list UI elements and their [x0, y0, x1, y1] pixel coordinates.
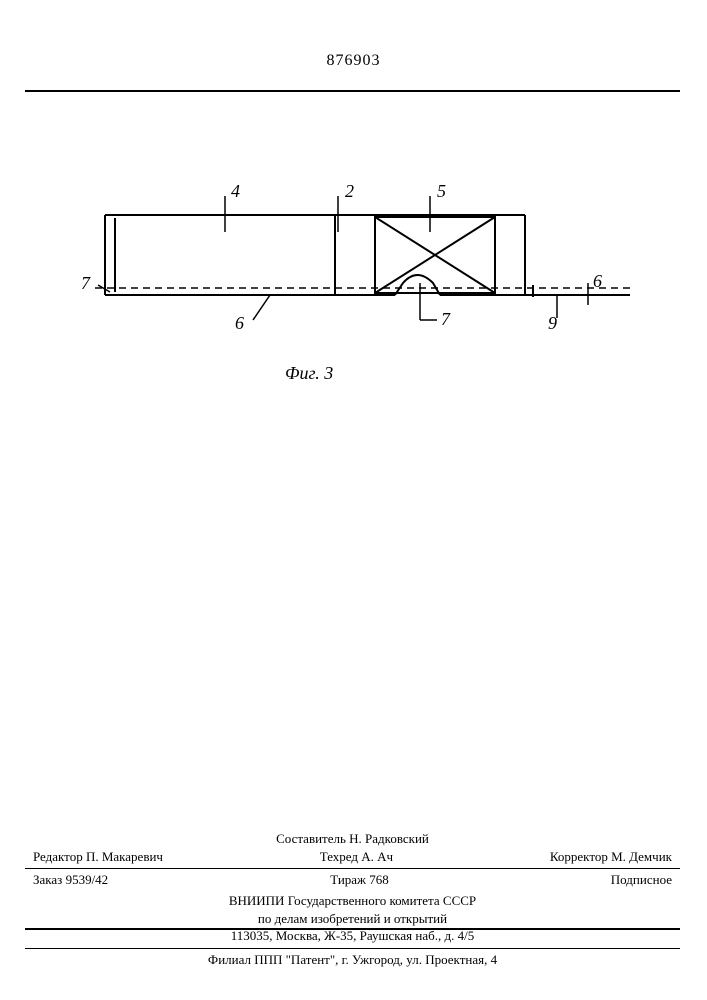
org-line-1: ВНИИПИ Государственного комитета СССР	[25, 892, 680, 910]
footer-credits: Составитель Н. Радковский Редактор П. Ма…	[25, 831, 680, 970]
corrector-label: Корректор	[550, 849, 608, 864]
page-number: 876903	[327, 52, 381, 70]
label-7-bottom: 7	[441, 309, 450, 330]
order-label: Заказ	[33, 872, 62, 887]
editor-cell: Редактор П. Макаревич	[33, 849, 163, 865]
credits-row-2: Редактор П. Макаревич Техред А. Ач Корре…	[25, 849, 680, 867]
techred-name: А. Ач	[361, 849, 393, 864]
tirazh-label: Тираж	[330, 872, 366, 887]
label-6-right: 6	[593, 271, 602, 292]
label-9: 9	[548, 313, 557, 334]
branch-line: Филиал ППП "Патент", г. Ужгород, ул. Про…	[25, 950, 680, 970]
divider-1	[25, 868, 680, 869]
editor-name: П. Макаревич	[86, 849, 163, 864]
compiler-name: Н. Радковский	[349, 831, 429, 846]
compiler-label: Составитель	[276, 831, 346, 846]
compiler-row: Составитель Н. Радковский	[25, 831, 680, 847]
order-cell: Заказ 9539/42	[33, 872, 108, 888]
org-block: ВНИИПИ Государственного комитета СССР по…	[25, 890, 680, 947]
order-row: Заказ 9539/42 Тираж 768 Подписное	[25, 870, 680, 890]
label-4: 4	[231, 181, 240, 202]
label-2: 2	[345, 181, 354, 202]
divider-2	[25, 948, 680, 949]
corrector-name: М. Демчик	[611, 849, 672, 864]
editor-label: Редактор	[33, 849, 83, 864]
org-line-2: по делам изобретений и открытий	[25, 910, 680, 928]
label-5: 5	[437, 181, 446, 202]
techred-cell: Техред А. Ач	[320, 849, 393, 865]
tirazh-num: 768	[369, 872, 389, 887]
org-address: 113035, Москва, Ж-35, Раушская наб., д. …	[25, 927, 680, 945]
label-6-left: 6	[235, 313, 244, 334]
figure-3-diagram: 7 4 2 5 6 7 9 6	[95, 195, 635, 375]
subscription: Подписное	[611, 872, 672, 888]
corrector-cell: Корректор М. Демчик	[550, 849, 672, 865]
techred-label: Техред	[320, 849, 358, 864]
label-7-left: 7	[81, 273, 90, 294]
tirazh-cell: Тираж 768	[330, 872, 389, 888]
order-num: 9539/42	[66, 872, 109, 887]
figure-caption: Фиг. 3	[285, 363, 333, 384]
